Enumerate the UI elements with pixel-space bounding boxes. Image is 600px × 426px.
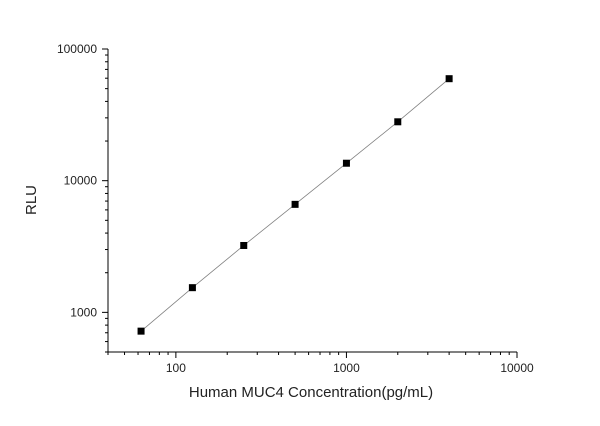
y-tick-label: 10000 [64,174,98,188]
x-tick-label: 1000 [333,361,360,375]
data-point [240,241,248,249]
data-point [137,327,145,335]
ticks: 100 1000 10000 1000 10000 100000 [57,42,534,375]
y-tick-label: 100000 [57,42,97,56]
x-tick-label: 100 [166,361,186,375]
x-tick-label: 10000 [500,361,534,375]
data-point [342,159,350,167]
data-point [445,75,453,83]
data-point [188,284,196,292]
x-axis-label: Human MUC4 Concentration(pg/mL) [189,384,433,401]
data-point [291,200,299,208]
data-point [394,118,402,126]
y-tick-label: 1000 [70,305,97,319]
y-axis-label: RLU [23,185,40,215]
axes [107,49,517,353]
data-marks [137,75,453,335]
